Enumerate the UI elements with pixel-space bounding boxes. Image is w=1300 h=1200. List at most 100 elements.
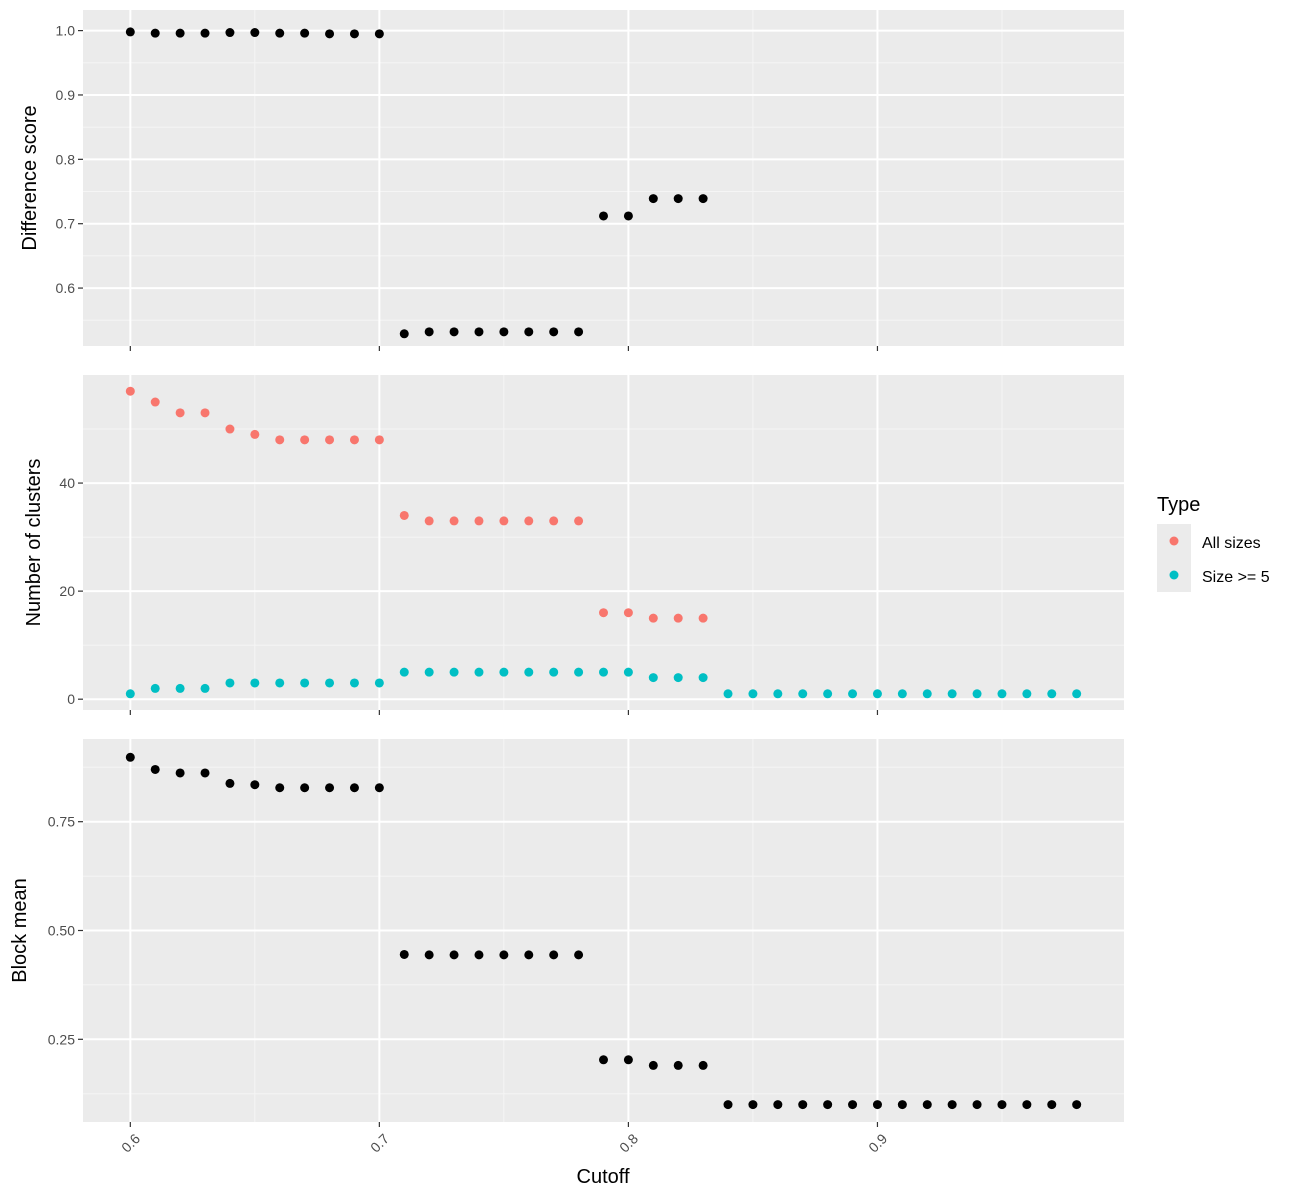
data-point-series-1 bbox=[549, 516, 559, 526]
data-point-series-1 bbox=[125, 386, 135, 396]
data-point-series-1 bbox=[275, 783, 285, 793]
data-point-series-2 bbox=[275, 678, 285, 688]
data-point-series-2 bbox=[648, 673, 658, 683]
data-point-series-1 bbox=[574, 327, 584, 337]
data-point-series-2 bbox=[798, 689, 808, 699]
data-point-series-1 bbox=[524, 516, 534, 526]
y-axis-title: Number of clusters bbox=[23, 459, 45, 627]
y-tick-label: 0.50 bbox=[48, 923, 75, 939]
data-point-series-1 bbox=[648, 1060, 658, 1070]
y-tick-label: 0.8 bbox=[56, 151, 76, 167]
data-point-series-2 bbox=[1047, 689, 1057, 699]
data-point-series-2 bbox=[1072, 689, 1082, 699]
x-tick-label: 0.7 bbox=[367, 1130, 392, 1155]
legend-key-size-ge-5 bbox=[1169, 570, 1179, 580]
data-point-series-2 bbox=[524, 667, 534, 677]
legend-key-all-sizes bbox=[1169, 536, 1179, 546]
data-point-series-1 bbox=[300, 783, 310, 793]
y-tick-label: 0.9 bbox=[56, 87, 76, 103]
data-point-series-1 bbox=[1022, 1100, 1032, 1110]
data-point-series-2 bbox=[723, 689, 733, 699]
data-point-series-2 bbox=[424, 667, 434, 677]
y-tick-label: 0.7 bbox=[56, 216, 76, 232]
data-point-series-1 bbox=[300, 435, 310, 445]
data-point-series-2 bbox=[175, 683, 185, 693]
data-point-series-1 bbox=[922, 1100, 932, 1110]
data-point-series-1 bbox=[524, 950, 534, 960]
data-point-series-1 bbox=[150, 28, 160, 38]
legend-title: Type bbox=[1157, 494, 1200, 516]
data-point-series-1 bbox=[474, 950, 484, 960]
legend: Type All sizes Size >= 5 bbox=[1157, 494, 1270, 592]
data-point-series-1 bbox=[499, 327, 509, 337]
data-point-series-1 bbox=[325, 435, 335, 445]
data-point-series-2 bbox=[449, 667, 459, 677]
data-point-series-1 bbox=[599, 211, 608, 221]
data-point-series-2 bbox=[698, 673, 708, 683]
data-point-series-1 bbox=[374, 435, 384, 445]
data-point-series-2 bbox=[374, 678, 384, 688]
data-point-series-1 bbox=[225, 778, 235, 788]
data-point-series-1 bbox=[175, 768, 185, 778]
data-point-series-1 bbox=[698, 613, 708, 623]
data-point-series-1 bbox=[325, 29, 335, 39]
x-tick-label: 0.6 bbox=[118, 1130, 143, 1155]
data-point-series-1 bbox=[225, 28, 235, 38]
data-point-series-1 bbox=[872, 1100, 882, 1110]
data-point-series-2 bbox=[623, 667, 633, 677]
data-point-series-1 bbox=[673, 613, 683, 623]
data-point-series-1 bbox=[549, 950, 559, 960]
data-point-series-1 bbox=[698, 194, 708, 204]
data-point-series-1 bbox=[250, 28, 260, 38]
panel-1: 0.6 0.7 0.8 0.9 1.0 Difference score bbox=[19, 10, 1124, 351]
data-point-series-1 bbox=[225, 424, 235, 434]
data-point-series-2 bbox=[200, 683, 210, 693]
data-point-series-2 bbox=[574, 667, 584, 677]
y-tick-label: 0.75 bbox=[48, 814, 75, 830]
data-point-series-1 bbox=[150, 764, 160, 774]
data-point-series-1 bbox=[449, 327, 459, 337]
data-point-series-1 bbox=[648, 613, 658, 623]
data-point-series-2 bbox=[872, 689, 882, 699]
data-point-series-1 bbox=[1072, 1100, 1082, 1110]
data-point-series-1 bbox=[374, 783, 384, 793]
panel-background bbox=[83, 375, 1124, 710]
data-point-series-1 bbox=[748, 1100, 758, 1110]
panel-3: 0.25 0.50 0.75 0.6 0.7 0.8 0.9 Block mean bbox=[9, 739, 1124, 1156]
data-point-series-1 bbox=[947, 1100, 957, 1110]
data-point-series-1 bbox=[499, 516, 509, 526]
panels-layer: 0.6 0.7 0.8 0.9 1.0 Difference score 0 20 40 Numb… bbox=[9, 10, 1124, 1156]
data-point-series-1 bbox=[499, 950, 509, 960]
y-tick-label: 0.25 bbox=[48, 1031, 75, 1047]
data-point-series-1 bbox=[150, 397, 160, 407]
data-point-series-1 bbox=[823, 1100, 833, 1110]
data-point-series-2 bbox=[922, 689, 932, 699]
data-point-series-1 bbox=[250, 780, 260, 790]
data-point-series-2 bbox=[773, 689, 783, 699]
data-point-series-1 bbox=[798, 1100, 808, 1110]
data-point-series-1 bbox=[250, 429, 260, 439]
y-tick-label: 40 bbox=[59, 475, 75, 491]
data-point-series-1 bbox=[399, 329, 409, 339]
data-point-series-2 bbox=[673, 673, 683, 683]
data-point-series-1 bbox=[349, 783, 359, 793]
data-point-series-2 bbox=[947, 689, 957, 699]
data-point-series-2 bbox=[474, 667, 484, 677]
data-point-series-2 bbox=[1022, 689, 1032, 699]
data-point-series-1 bbox=[1047, 1100, 1057, 1110]
data-point-series-1 bbox=[325, 783, 335, 793]
data-point-series-1 bbox=[549, 327, 559, 337]
data-point-series-2 bbox=[748, 689, 758, 699]
data-point-series-2 bbox=[250, 678, 260, 688]
data-point-series-2 bbox=[349, 678, 359, 688]
legend-label-size-ge-5: Size >= 5 bbox=[1202, 569, 1270, 586]
data-point-series-1 bbox=[698, 1060, 708, 1070]
y-axis-title: Block mean bbox=[9, 878, 31, 983]
data-point-series-1 bbox=[474, 516, 484, 526]
data-point-series-2 bbox=[848, 689, 858, 699]
data-point-series-2 bbox=[499, 667, 509, 677]
data-point-series-2 bbox=[972, 689, 982, 699]
data-point-series-1 bbox=[574, 950, 584, 960]
data-point-series-2 bbox=[325, 678, 335, 688]
